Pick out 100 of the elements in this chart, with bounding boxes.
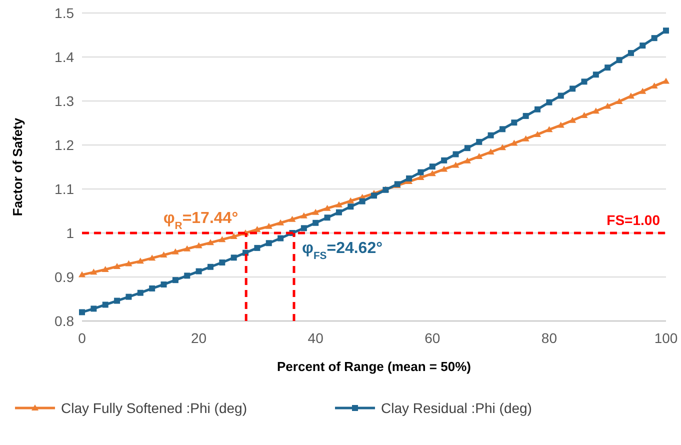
point xyxy=(406,175,412,182)
point xyxy=(206,239,214,246)
point xyxy=(136,258,144,264)
point xyxy=(335,201,342,208)
point xyxy=(452,151,459,158)
point xyxy=(592,72,599,78)
point xyxy=(78,271,86,278)
point xyxy=(476,138,482,145)
point xyxy=(277,219,284,226)
point xyxy=(300,212,308,218)
point xyxy=(580,112,588,118)
legend-label: Clay Residual :Phi (deg) xyxy=(381,400,532,416)
point xyxy=(230,254,237,261)
point xyxy=(604,102,612,109)
point xyxy=(663,28,669,34)
y-axis-title: Factor of Safety xyxy=(10,117,25,216)
x-tick-label: 100 xyxy=(654,330,678,346)
point xyxy=(230,233,238,240)
x-tick-label: 80 xyxy=(541,330,558,346)
point xyxy=(616,98,623,104)
y-tick-label: 1.5 xyxy=(54,4,74,21)
point xyxy=(137,290,144,296)
y-tick-label: 1 xyxy=(66,224,74,241)
x-tick-label: 60 xyxy=(424,330,440,346)
point xyxy=(184,245,191,252)
point xyxy=(265,222,272,229)
point xyxy=(522,135,530,142)
point xyxy=(79,309,85,316)
point xyxy=(581,78,588,85)
point xyxy=(487,148,494,155)
point xyxy=(114,262,121,269)
y-tick-label: 1.1 xyxy=(54,180,74,197)
point xyxy=(149,285,156,292)
point xyxy=(534,130,542,137)
point xyxy=(464,145,470,152)
point xyxy=(312,208,320,215)
y-tick-label: 0.9 xyxy=(54,268,74,285)
point xyxy=(125,260,132,266)
annotation: φ$_{R}$=17.44° xyxy=(163,210,238,232)
point xyxy=(336,209,342,216)
point xyxy=(428,170,436,176)
point xyxy=(160,281,167,288)
point xyxy=(452,162,460,168)
x-tick-label: 40 xyxy=(308,330,324,346)
ref-line-label: FS=1.00 xyxy=(606,212,660,228)
point xyxy=(418,169,424,176)
point xyxy=(195,242,202,248)
point xyxy=(627,92,634,99)
point xyxy=(196,268,202,274)
point xyxy=(546,99,552,106)
point xyxy=(126,294,132,300)
point xyxy=(254,226,261,232)
y-tick-label: 1.2 xyxy=(54,136,74,153)
point xyxy=(640,42,646,49)
point xyxy=(324,214,330,221)
x-axis-title: Percent of Range (mean = 50%) xyxy=(277,359,471,374)
point xyxy=(522,112,529,119)
point xyxy=(90,306,97,312)
point xyxy=(90,268,98,275)
point xyxy=(312,220,319,226)
x-tick-label: 0 xyxy=(78,330,86,346)
point xyxy=(172,277,178,284)
point xyxy=(558,92,564,99)
point xyxy=(219,259,226,266)
point xyxy=(207,264,214,270)
point xyxy=(300,225,307,232)
point xyxy=(569,116,576,123)
point xyxy=(592,108,600,114)
point xyxy=(510,140,518,146)
point xyxy=(534,106,541,112)
point xyxy=(441,157,448,164)
point xyxy=(488,132,494,138)
y-tick-label: 1.3 xyxy=(54,92,74,109)
point xyxy=(218,236,226,242)
annotation: φ$_{FS}$=24.62° xyxy=(302,240,383,262)
point xyxy=(557,122,564,128)
point xyxy=(651,35,658,42)
point xyxy=(114,298,120,304)
point xyxy=(604,64,611,71)
point xyxy=(102,266,109,272)
point xyxy=(148,254,156,261)
point xyxy=(348,204,354,210)
point xyxy=(254,244,260,251)
point xyxy=(417,174,424,180)
point xyxy=(498,144,506,150)
point xyxy=(347,197,354,204)
point xyxy=(266,240,272,246)
point xyxy=(616,57,622,64)
point xyxy=(464,157,471,164)
legend-label: Clay Fully Softened :Phi (deg) xyxy=(61,400,247,416)
x-tick-label: 20 xyxy=(191,330,207,346)
point xyxy=(476,152,483,159)
point xyxy=(288,216,296,222)
point xyxy=(440,166,448,172)
point xyxy=(429,164,436,170)
point xyxy=(499,126,506,132)
point xyxy=(570,86,576,92)
point xyxy=(359,198,366,204)
point xyxy=(324,204,331,211)
point xyxy=(639,88,646,94)
